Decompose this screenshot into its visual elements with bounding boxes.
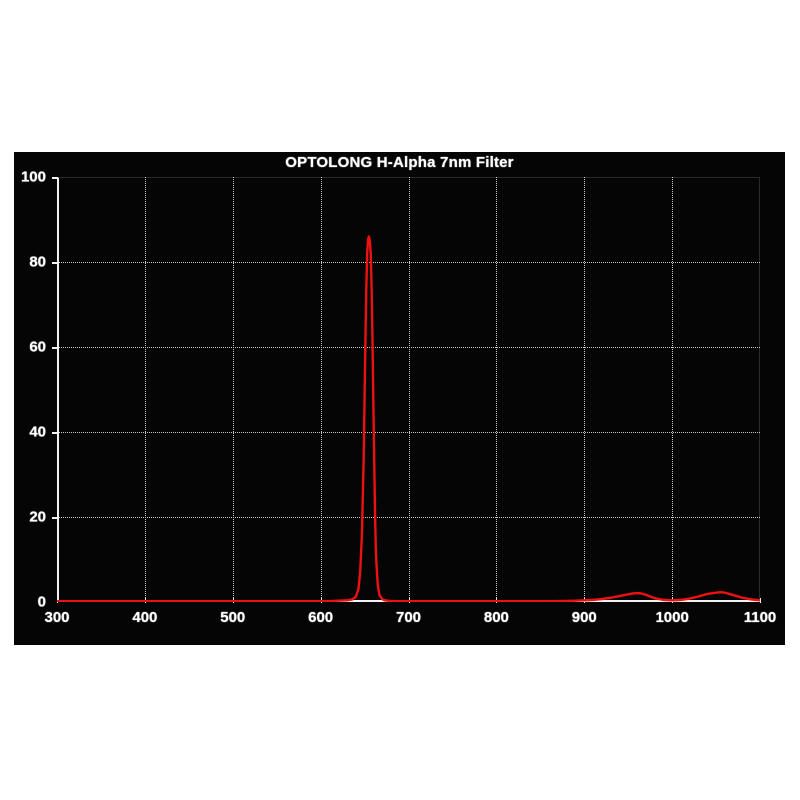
gridline-vertical: [320, 177, 322, 602]
tick-mark-y: [52, 177, 58, 179]
x-axis-tick-label: 600: [308, 609, 334, 626]
x-axis-tick-label: 500: [220, 609, 246, 626]
plot-area: [52, 177, 761, 603]
gridline-vertical: [584, 177, 586, 602]
x-axis-tick-label: 700: [395, 609, 422, 626]
y-axis-tick-label: 60: [29, 338, 46, 356]
tick-mark-y: [52, 262, 58, 264]
x-axis-tick-label: 1000: [655, 609, 689, 626]
y-axis-tick-label: 80: [29, 253, 46, 271]
x-axis-tick-label: 800: [483, 609, 509, 626]
gridline-horizontal: [57, 347, 760, 348]
tick-mark-x: [760, 598, 761, 603]
gridline-horizontal: [57, 262, 760, 263]
gridline-vertical: [672, 177, 674, 602]
chart-panel: OPTOLONG H-Alpha 7nm Filter 300 400 500 600…: [14, 152, 785, 645]
gridline-vertical: [144, 177, 146, 602]
tick-mark-y: [52, 517, 58, 519]
gridline-horizontal: [57, 432, 760, 433]
x-axis-tick-label: 900: [571, 609, 597, 626]
tick-mark-y: [52, 347, 58, 349]
y-axis-tick-label: 20: [29, 508, 46, 526]
y-axis-tick-label: 40: [29, 423, 46, 441]
gridline-vertical: [408, 177, 410, 602]
y-axis-tick-label: 100: [20, 168, 46, 186]
x-axis-tick-label: 300: [44, 609, 70, 626]
y-axis-tick-label: 0: [37, 593, 46, 611]
gridline-horizontal: [57, 517, 760, 518]
transmission-curve: [57, 235, 760, 602]
gridline-vertical: [496, 177, 498, 602]
x-axis-tick-label: 1100: [743, 609, 777, 626]
page-title: OPTOLONG H-Alpha 7nm Filter: [285, 154, 514, 171]
tick-mark-y: [52, 432, 58, 434]
x-axis-tick-label: 400: [132, 609, 158, 626]
gridline-vertical: [232, 177, 234, 602]
transmission-curve-path: [57, 235, 760, 602]
